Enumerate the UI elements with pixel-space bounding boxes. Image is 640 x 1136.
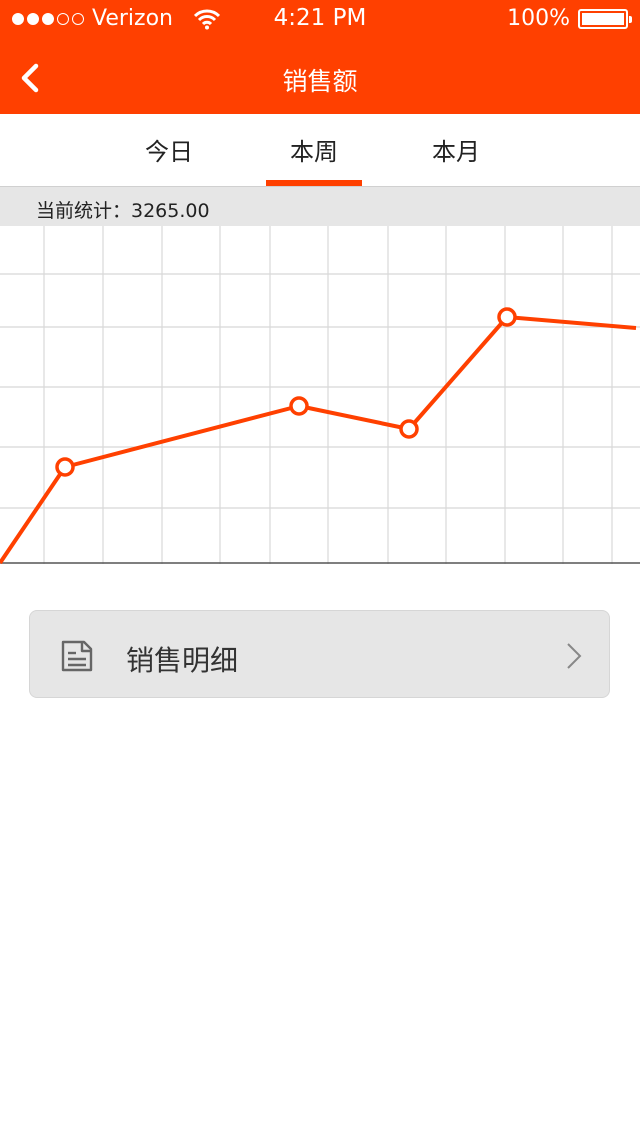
battery-icon xyxy=(578,9,632,29)
tab-this-month[interactable]: 本月 xyxy=(432,138,480,166)
stats-strip: 当前统计：3265.00 xyxy=(0,186,640,226)
back-button[interactable] xyxy=(12,52,56,102)
document-icon xyxy=(61,640,93,672)
data-point[interactable] xyxy=(289,396,309,416)
data-point[interactable] xyxy=(497,307,517,327)
chevron-right-icon xyxy=(567,643,582,669)
status-bar: Verizon 4:21 PM 100% xyxy=(0,0,640,40)
tab-this-week[interactable]: 本周 xyxy=(266,114,362,186)
page-title: 销售额 xyxy=(282,67,358,96)
sales-chart xyxy=(0,226,640,564)
chevron-left-icon xyxy=(21,63,39,93)
tab-today[interactable]: 今日 xyxy=(145,138,193,166)
sales-detail-button[interactable]: 销售明细 xyxy=(29,610,610,698)
current-total: 当前统计：3265.00 xyxy=(36,200,210,222)
status-left: Verizon xyxy=(12,6,173,31)
data-point[interactable] xyxy=(55,457,75,477)
period-tabs: 今日 本周 本月 xyxy=(0,114,640,186)
nav-bar: 销售额 xyxy=(0,40,640,114)
sales-line-chart xyxy=(0,226,640,564)
signal-icon xyxy=(12,12,84,25)
data-point[interactable] xyxy=(399,419,419,439)
wifi-icon xyxy=(194,9,220,30)
sales-detail-label: 销售明细 xyxy=(126,644,239,677)
top-bar: Verizon 4:21 PM 100% 销售额 xyxy=(0,0,640,114)
clock: 4:21 PM xyxy=(273,5,367,31)
carrier-name: Verizon xyxy=(92,6,173,31)
sales-series-line xyxy=(0,315,637,564)
battery-percent: 100% xyxy=(507,6,570,31)
